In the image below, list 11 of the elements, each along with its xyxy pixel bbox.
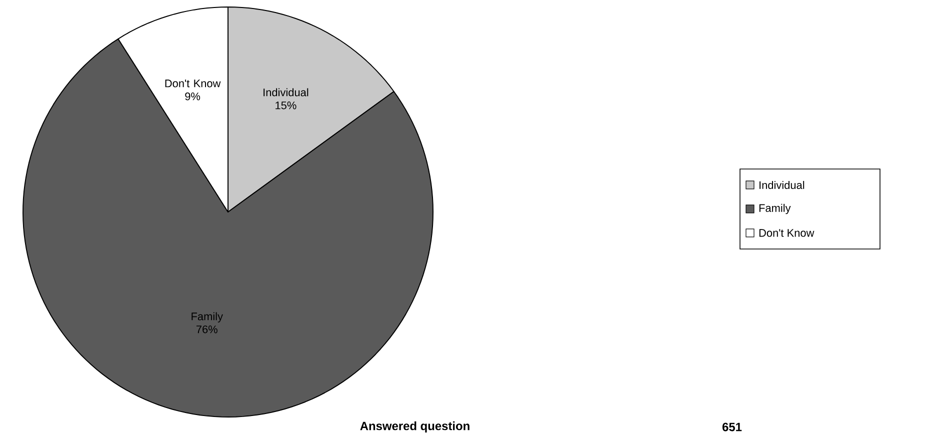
legend-label: Family: [759, 204, 791, 214]
text: Answered question: [360, 421, 470, 433]
slice-label: Individual: [264, 88, 308, 96]
data-label: 76%: [196, 325, 218, 334]
legend-label: Don't Know: [759, 229, 814, 237]
legend-label: Individual: [760, 180, 804, 190]
slice-label: Don't Know: [165, 80, 221, 88]
slice-label: Family: [192, 312, 223, 322]
data-label: 9%: [185, 92, 200, 100]
data-label: 15%: [276, 102, 296, 110]
text: 651: [722, 422, 742, 432]
